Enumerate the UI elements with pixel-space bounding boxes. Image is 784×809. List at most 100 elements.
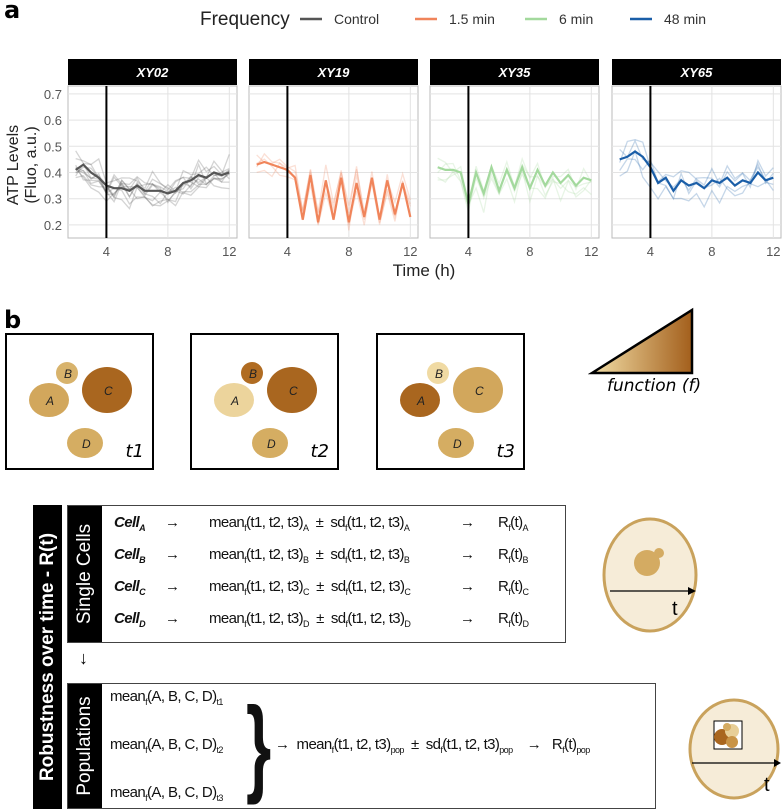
facet-strip-label: XY19 [317,65,351,80]
brace-icon: } [246,684,272,805]
mean-sd-equation: meanf(t1, t2, t3)C ± sdf(t1, t2, t3)C [209,578,411,597]
replicate-trace [75,173,230,210]
arrow-icon: → [165,578,180,595]
x-tick-label: 8 [526,244,533,259]
legend-title: Frequency [200,9,290,30]
cell-label: B [249,367,257,381]
cell-D [438,428,474,458]
populations-strip: Populations [68,684,102,808]
panel-a-letter: a [4,0,21,24]
single-cells-label: Single Cells [74,523,95,625]
replicate-trace [75,164,230,205]
legend: Frequency Control 1.5 min 6 min 48 min [200,9,706,30]
population-mean-t1: meanf(A, B, C, D)t1 [110,688,223,707]
cell-D [67,428,103,458]
facet-xy02: XY02 0.2 0.3 0.4 0.5 0.6 0.7 4 8 12 [44,59,238,259]
y-tick-label: 0.7 [44,87,62,102]
atp-chart: Frequency Control 1.5 min 6 min 48 min XY02 0… [5,9,782,280]
x-tick-label: 8 [164,244,171,259]
mean-trace [256,160,412,223]
populations-label: Populations [74,696,95,796]
facet-xy65: XY65 4 8 12 [611,59,782,259]
replicate-trace [75,168,230,207]
facets: XY02 0.2 0.3 0.4 0.5 0.6 0.7 4 8 12 XY19 4 8 12 XY35 4 8… [44,59,782,259]
replicate-trace [256,162,411,226]
cell-B [427,362,449,384]
cell-A [214,383,254,417]
cell-label: D [82,437,91,451]
y-tick-label: 0.3 [44,192,62,207]
cell-name: CellC [114,578,146,597]
time-label: t2 [310,441,329,462]
mean-sd-equation: meanf(t1, t2, t3)B ± sdf(t1, t2, t3)B [209,546,410,565]
x-tick-label: 12 [403,244,417,259]
function-label: function (f) [607,376,702,396]
population-mean-t3: meanf(A, B, C, D)t3 [110,784,223,803]
cell-name: CellB [114,546,146,565]
replicate-trace [75,166,230,199]
plot-area [429,85,600,239]
cell-label: C [475,384,484,398]
cell-name: CellD [114,610,146,629]
facet-xy35: XY35 4 8 12 [429,59,600,259]
cell-A [400,383,440,417]
panel-b-letter: b [4,306,22,334]
mean-sd-equation: meanf(t1, t2, t3)A ± sdf(t1, t2, t3)A [209,514,410,533]
facet-strip-label: XY65 [680,65,714,80]
cell-B [56,362,78,384]
facet-strip [430,59,599,85]
y-tick-label: 0.5 [44,139,62,154]
legend-label: 48 min [664,11,706,27]
y-axis-label-line1: ATP Levels [5,125,22,205]
robustness-side-label: Robustness over time - R(t) [33,505,62,809]
x-tick-label: 4 [103,244,110,259]
cell-C [267,367,317,413]
arrow-icon: → [165,546,180,563]
facet-xy19: XY19 4 8 12 [248,59,419,259]
y-tick-label: 0.6 [44,113,62,128]
replicate-trace [619,149,774,209]
facet-strip [249,59,418,85]
populations-box: Populations meanf(A, B, C, D)t1 meanf(A, … [67,683,656,809]
x-tick-label: 4 [284,244,291,259]
cell-D [252,428,288,458]
cell-label: C [104,384,113,398]
mean-trace [619,150,774,193]
facet-strip [68,59,237,85]
mean-trace [437,163,592,205]
population-equation: → meanf(t1, t2, t3)pop ± sdf(t1, t2, t3)… [275,736,590,755]
legend-label: Control [334,11,379,27]
y-tick-label: 0.2 [44,218,62,233]
cell-C [453,367,503,413]
robustness-side-label-text: Robustness over time - R(t) [36,532,58,782]
replicate-trace [75,166,230,207]
cell-A [29,383,69,417]
y-axis-label-line2: (Fluo, a.u.) [23,126,40,203]
cell-label: B [435,367,443,381]
replicate-trace [75,150,230,191]
x-axis-label: Time (h) [393,261,456,280]
x-tick-label: 8 [345,244,352,259]
time-axis-label: t [672,598,678,620]
time-label: t1 [125,441,144,462]
robustness-result: Rf(t)D [498,610,529,629]
replicate-trace [256,158,411,231]
cell-B [241,362,263,384]
robustness-result: Rf(t)C [498,578,529,597]
cell-label: B [64,367,72,381]
replicate-trace [437,169,592,213]
arrow-icon: → [165,514,180,531]
x-tick-label: 12 [766,244,780,259]
arrow-icon: → [460,578,475,595]
replicate-trace [619,158,774,201]
cell-label: C [289,384,298,398]
cell-label: A [45,394,54,408]
population-mean-t2: meanf(A, B, C, D)t2 [110,736,223,755]
population-timeline-icon: t [688,698,781,800]
facet-strip-label: XY35 [498,65,532,80]
down-arrow-icon: ↓ [79,648,88,668]
